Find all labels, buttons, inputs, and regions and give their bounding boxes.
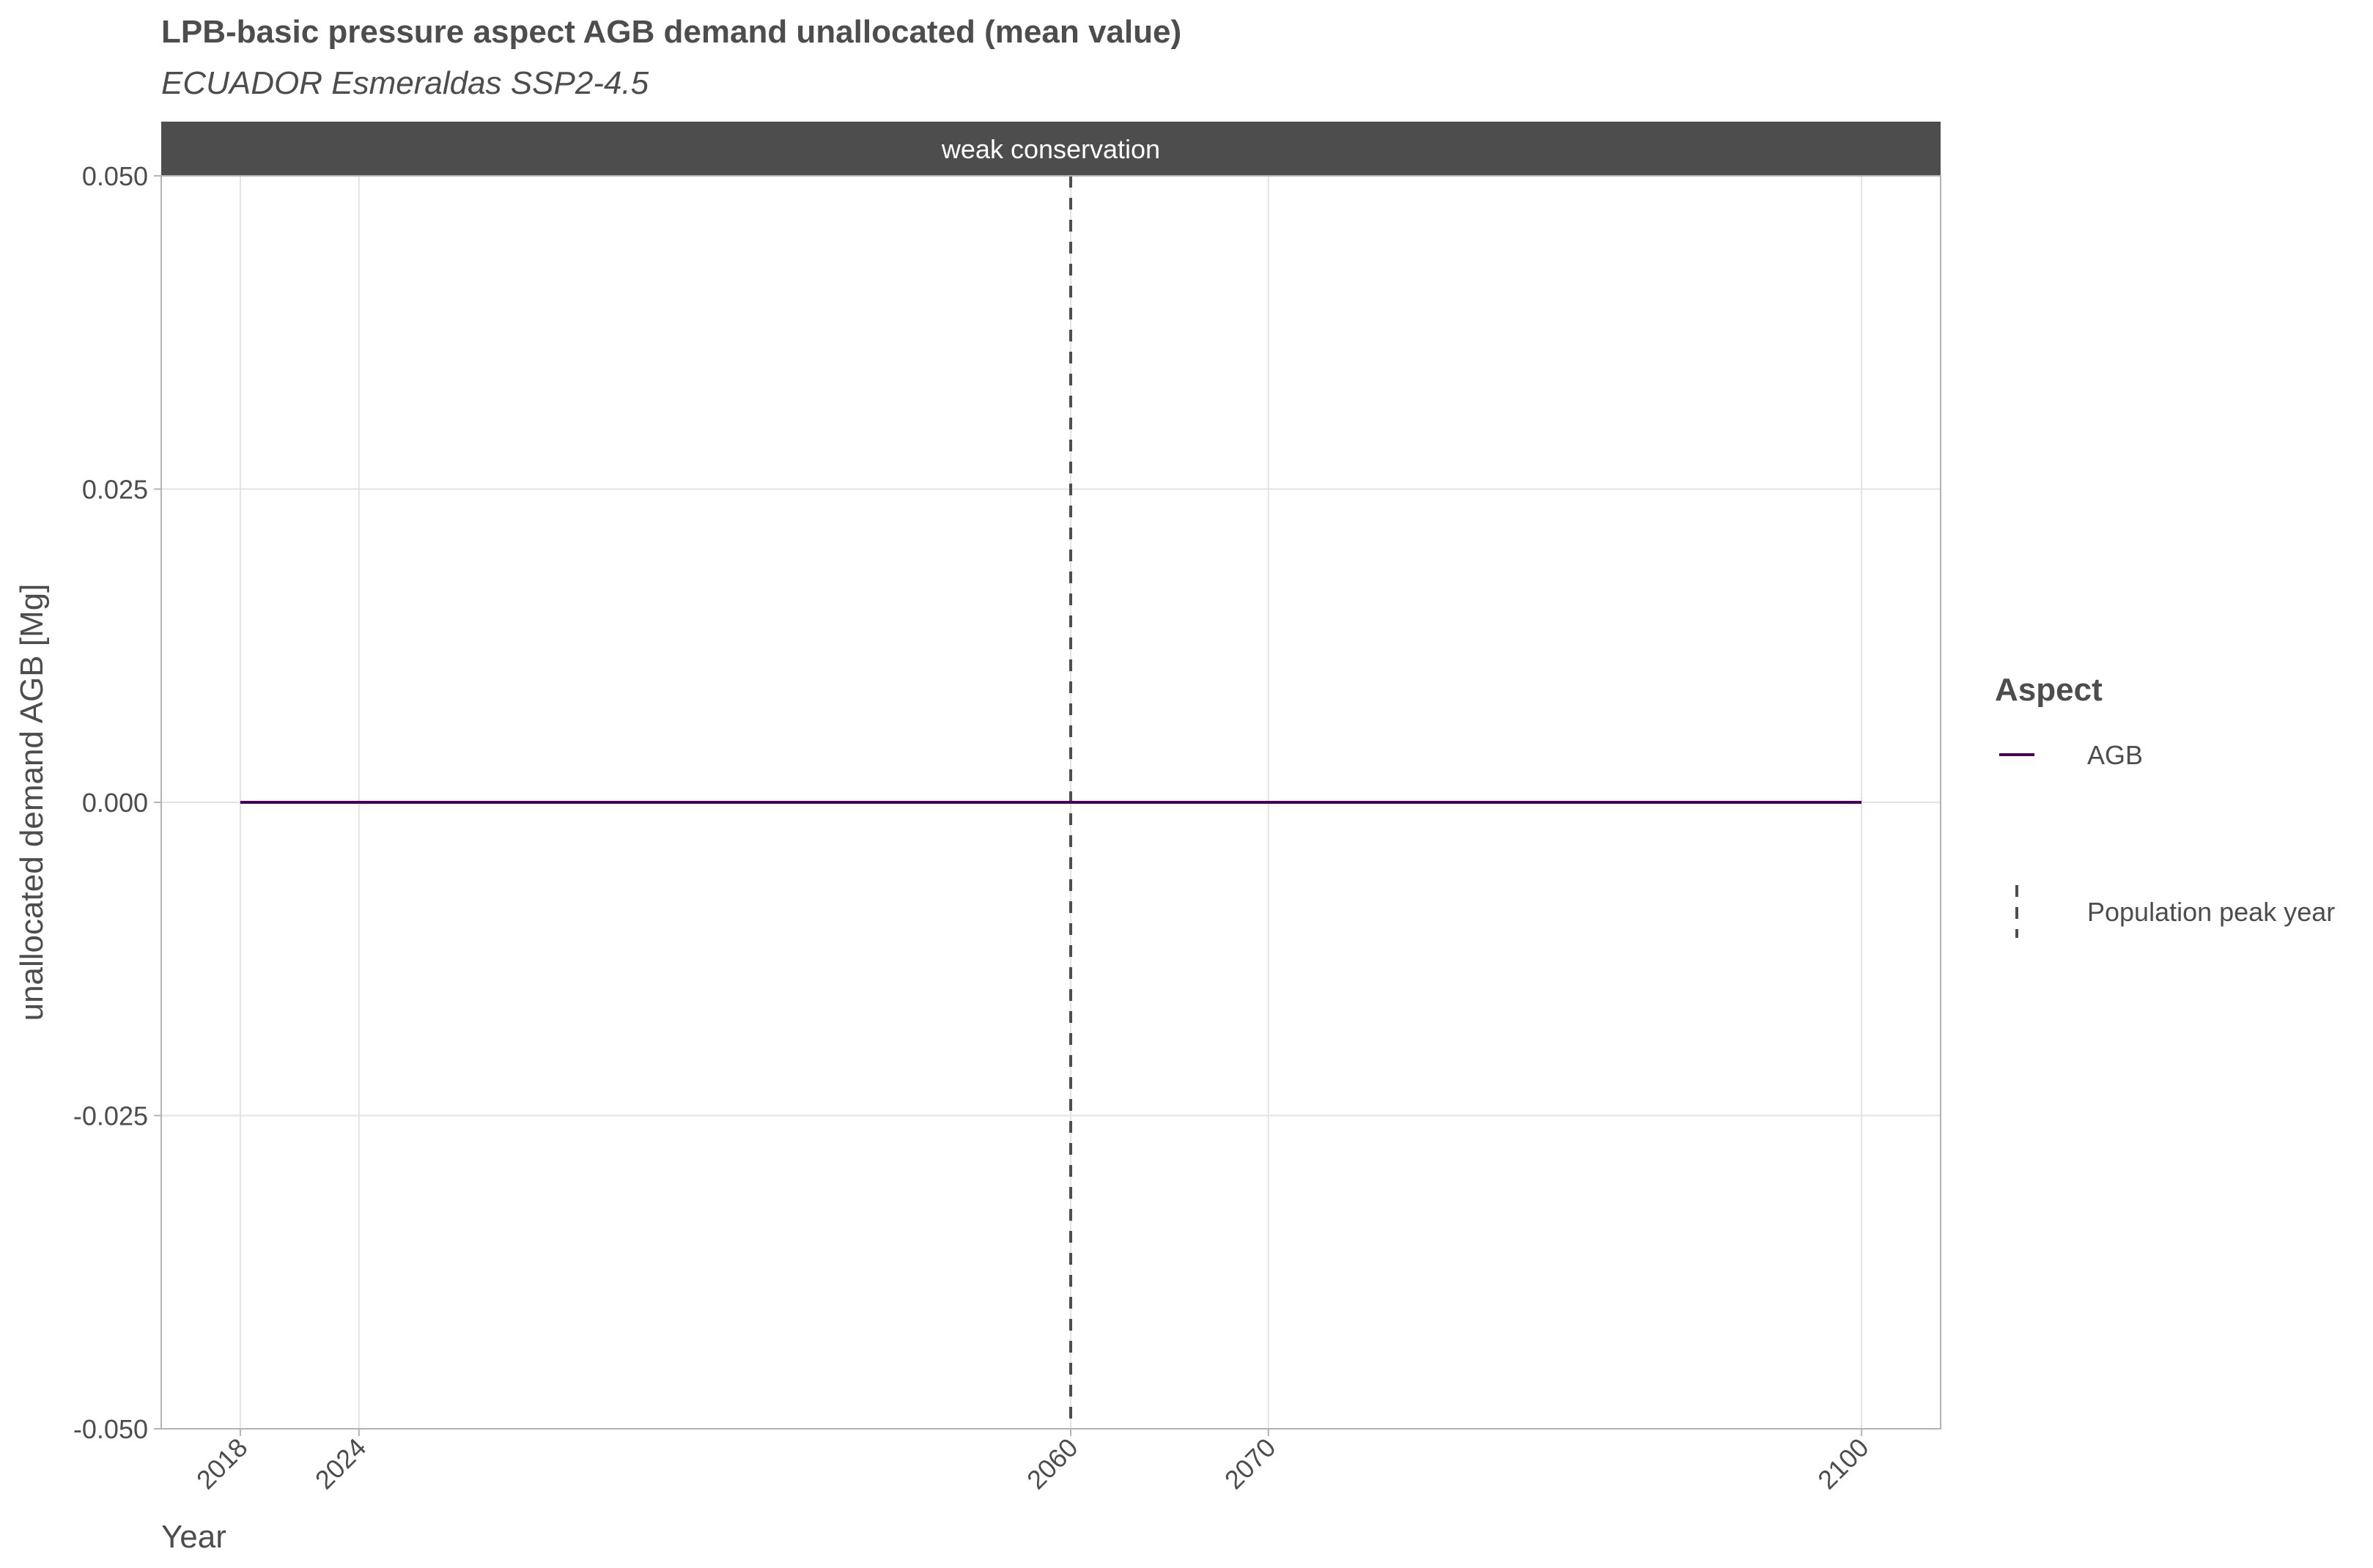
x-tick-label: 2100 xyxy=(1812,1432,1875,1495)
y-axis-title: unallocated demand AGB [Mg] xyxy=(14,584,50,1021)
chart-subtitle: ECUADOR Esmeraldas SSP2-4.5 xyxy=(161,65,649,101)
x-tick-label: 2024 xyxy=(309,1432,372,1495)
legend: Aspect AGB Population peak year xyxy=(1995,672,2335,938)
legend-label: Population peak year xyxy=(2087,897,2335,927)
legend-label: AGB xyxy=(2087,740,2143,770)
y-tick-label: 0.050 xyxy=(82,161,148,191)
x-tick-label: 2070 xyxy=(1219,1432,1282,1495)
x-axis-ticks: 2018 2024 2060 2070 2100 xyxy=(191,1429,1875,1495)
x-tick-label: 2018 xyxy=(191,1432,254,1495)
y-tick-label: -0.050 xyxy=(73,1414,148,1444)
chart-title: LPB-basic pressure aspect AGB demand una… xyxy=(161,14,1181,50)
facet-label: weak conservation xyxy=(941,134,1160,164)
y-tick-label: -0.025 xyxy=(73,1101,148,1131)
x-axis-title: Year xyxy=(161,1519,226,1555)
y-tick-label: 0.025 xyxy=(82,475,148,505)
y-tick-label: 0.000 xyxy=(82,788,148,818)
legend-title: Aspect xyxy=(1995,672,2103,708)
y-axis-ticks: -0.050 -0.025 0.000 0.025 0.050 xyxy=(73,161,161,1444)
x-tick-label: 2060 xyxy=(1021,1432,1084,1495)
facet-strip xyxy=(161,122,1941,176)
